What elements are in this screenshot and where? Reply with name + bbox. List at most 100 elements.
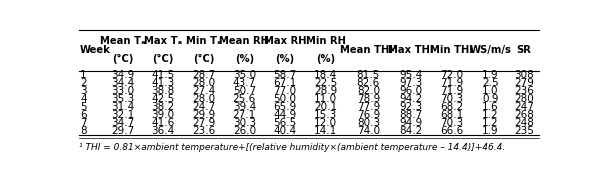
Text: 50.0: 50.0 [274, 94, 296, 104]
Text: Mean THI¹: Mean THI¹ [340, 45, 397, 55]
Text: 268: 268 [514, 110, 534, 120]
Text: 92.3: 92.3 [400, 102, 423, 112]
Text: 68.1: 68.1 [440, 110, 463, 120]
Text: 2.5: 2.5 [482, 78, 499, 88]
Text: 1.2: 1.2 [482, 118, 499, 128]
Text: Min THI: Min THI [430, 45, 473, 55]
Text: 81.5: 81.5 [357, 70, 380, 80]
Text: (°C): (°C) [193, 54, 214, 64]
Text: 70.3: 70.3 [440, 118, 463, 128]
Text: ¹ THI = 0.81×ambient temperature+[(relative humidity×(ambient temperature – 14.4: ¹ THI = 0.81×ambient temperature+[(relat… [79, 143, 505, 152]
Text: 23.6: 23.6 [192, 126, 215, 136]
Text: WS/m/s: WS/m/s [469, 45, 511, 55]
Text: (%): (%) [235, 54, 254, 64]
Text: 41.3: 41.3 [151, 78, 175, 88]
Text: 58.7: 58.7 [273, 70, 296, 80]
Text: 34.4: 34.4 [111, 78, 134, 88]
Text: 29.9: 29.9 [192, 110, 215, 120]
Text: 1.0: 1.0 [482, 86, 499, 96]
Text: 66.6: 66.6 [440, 126, 463, 136]
Text: 3: 3 [80, 86, 87, 96]
Text: 56.5: 56.5 [273, 118, 296, 128]
Text: Min Tₐ: Min Tₐ [186, 36, 221, 46]
Text: 97.3: 97.3 [400, 78, 423, 88]
Text: 82.6: 82.6 [357, 78, 380, 88]
Text: (°C): (°C) [152, 54, 174, 64]
Text: 95.4: 95.4 [400, 70, 423, 80]
Text: (%): (%) [316, 54, 335, 64]
Text: 280: 280 [514, 94, 534, 104]
Text: 1.6: 1.6 [482, 102, 499, 112]
Text: 27.9: 27.9 [192, 118, 215, 128]
Text: 28.7: 28.7 [192, 70, 215, 80]
Text: 28.9: 28.9 [314, 86, 337, 96]
Text: 31.4: 31.4 [111, 102, 134, 112]
Text: SR: SR [517, 45, 532, 55]
Text: 28.0: 28.0 [192, 94, 215, 104]
Text: 67.1: 67.1 [273, 78, 296, 88]
Text: 24.7: 24.7 [192, 102, 215, 112]
Text: 308: 308 [514, 70, 534, 80]
Text: Mean Tₐ: Mean Tₐ [100, 36, 145, 46]
Text: 28.0: 28.0 [192, 78, 215, 88]
Text: 96.0: 96.0 [400, 86, 423, 96]
Text: 1: 1 [80, 70, 87, 80]
Text: Max RH: Max RH [263, 36, 306, 46]
Text: Max Tₐ: Max Tₐ [144, 36, 182, 46]
Text: 76.9: 76.9 [357, 110, 380, 120]
Text: Max THI: Max THI [388, 45, 434, 55]
Text: 36.4: 36.4 [151, 126, 175, 136]
Text: 70.3: 70.3 [440, 94, 463, 104]
Text: 72.0: 72.0 [440, 70, 463, 80]
Text: 6: 6 [80, 110, 87, 120]
Text: 77.0: 77.0 [274, 86, 296, 96]
Text: 30.3: 30.3 [233, 118, 256, 128]
Text: 1.2: 1.2 [482, 110, 499, 120]
Text: 84.2: 84.2 [400, 126, 423, 136]
Text: 94.2: 94.2 [400, 94, 423, 104]
Text: Min RH: Min RH [305, 36, 346, 46]
Text: 94.9: 94.9 [400, 118, 423, 128]
Text: 2: 2 [80, 78, 87, 88]
Text: 80.3: 80.3 [357, 118, 380, 128]
Text: 50.7: 50.7 [233, 86, 256, 96]
Text: 40.4: 40.4 [274, 126, 296, 136]
Text: 74.0: 74.0 [357, 126, 380, 136]
Text: 1.9: 1.9 [482, 70, 499, 80]
Text: 0.9: 0.9 [482, 94, 499, 104]
Text: 236: 236 [514, 86, 534, 96]
Text: 235: 235 [514, 126, 534, 136]
Text: 39.4: 39.4 [233, 102, 256, 112]
Text: 68.2: 68.2 [440, 102, 463, 112]
Text: 15.3: 15.3 [314, 110, 337, 120]
Text: 44.9: 44.9 [273, 110, 296, 120]
Text: 247: 247 [514, 102, 534, 112]
Text: 33.0: 33.0 [111, 86, 134, 96]
Text: 248: 248 [514, 118, 534, 128]
Text: 35.0: 35.0 [233, 70, 256, 80]
Text: 7: 7 [80, 118, 87, 128]
Text: 12.0: 12.0 [314, 118, 337, 128]
Text: (°C): (°C) [112, 54, 133, 64]
Text: 1.9: 1.9 [482, 126, 499, 136]
Text: 20.1: 20.1 [314, 102, 337, 112]
Text: 38.8: 38.8 [151, 86, 175, 96]
Text: 39.0: 39.0 [152, 110, 175, 120]
Text: 42.5: 42.5 [151, 94, 175, 104]
Text: 26.0: 26.0 [233, 126, 256, 136]
Text: 14.1: 14.1 [314, 126, 337, 136]
Text: 71.9: 71.9 [440, 86, 463, 96]
Text: 8: 8 [80, 126, 87, 136]
Text: 27.1: 27.1 [233, 110, 256, 120]
Text: 27.4: 27.4 [192, 86, 215, 96]
Text: 78.9: 78.9 [357, 94, 380, 104]
Text: 71.9: 71.9 [440, 78, 463, 88]
Text: 65.9: 65.9 [273, 102, 296, 112]
Text: Week: Week [80, 45, 111, 55]
Text: 32.1: 32.1 [111, 110, 134, 120]
Text: 11.0: 11.0 [314, 94, 337, 104]
Text: 77.9: 77.9 [357, 102, 380, 112]
Text: 29.7: 29.7 [111, 126, 134, 136]
Text: 18.4: 18.4 [314, 70, 337, 80]
Text: 41.5: 41.5 [151, 70, 175, 80]
